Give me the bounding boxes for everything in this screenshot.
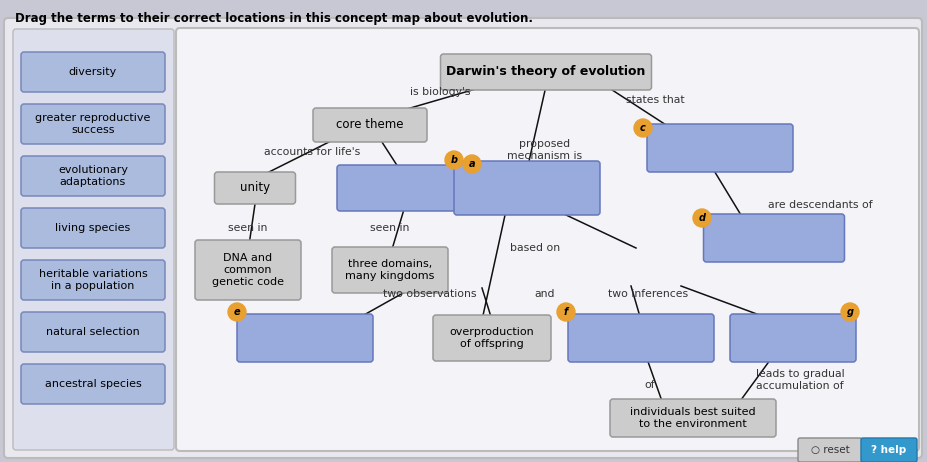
FancyBboxPatch shape: [21, 156, 165, 196]
Text: are descendants of: are descendants of: [768, 200, 872, 210]
Text: d: d: [699, 213, 705, 223]
Text: based on: based on: [510, 243, 560, 253]
Text: states that: states that: [626, 95, 684, 105]
Circle shape: [463, 155, 481, 173]
FancyBboxPatch shape: [21, 52, 165, 92]
FancyBboxPatch shape: [21, 104, 165, 144]
FancyBboxPatch shape: [4, 18, 922, 458]
FancyBboxPatch shape: [195, 240, 301, 300]
Circle shape: [228, 303, 246, 321]
Text: natural selection: natural selection: [46, 327, 140, 337]
Text: b: b: [451, 155, 458, 165]
Text: g: g: [846, 307, 854, 317]
Circle shape: [841, 303, 859, 321]
Circle shape: [557, 303, 575, 321]
FancyBboxPatch shape: [433, 315, 551, 361]
Text: overproduction
of offspring: overproduction of offspring: [450, 327, 534, 349]
Text: f: f: [564, 307, 568, 317]
FancyBboxPatch shape: [332, 247, 448, 293]
Text: living species: living species: [56, 223, 131, 233]
FancyBboxPatch shape: [704, 214, 844, 262]
Text: ancestral species: ancestral species: [44, 379, 142, 389]
FancyBboxPatch shape: [568, 314, 714, 362]
Text: and: and: [535, 289, 555, 299]
Text: individuals best suited
to the environment: individuals best suited to the environme…: [630, 407, 756, 429]
FancyBboxPatch shape: [647, 124, 793, 172]
Text: c: c: [641, 123, 646, 133]
FancyBboxPatch shape: [21, 312, 165, 352]
Text: e: e: [234, 307, 240, 317]
Text: proposed
mechanism is: proposed mechanism is: [507, 139, 582, 161]
FancyBboxPatch shape: [13, 29, 174, 450]
Text: two observations: two observations: [383, 289, 476, 299]
Text: heritable variations
in a population: heritable variations in a population: [39, 269, 147, 291]
FancyBboxPatch shape: [454, 161, 600, 215]
Text: seen in: seen in: [228, 223, 268, 233]
Text: greater reproductive
success: greater reproductive success: [35, 113, 151, 135]
Text: a: a: [469, 159, 476, 169]
Text: diversity: diversity: [69, 67, 117, 77]
Text: Drag the terms to their correct locations in this concept map about evolution.: Drag the terms to their correct location…: [15, 12, 533, 25]
Text: evolutionary
adaptations: evolutionary adaptations: [58, 165, 128, 187]
Text: unity: unity: [240, 182, 270, 195]
Text: of: of: [644, 380, 655, 390]
FancyBboxPatch shape: [21, 260, 165, 300]
Text: two inferences: two inferences: [608, 289, 688, 299]
Text: three domains,
many kingdoms: three domains, many kingdoms: [346, 259, 435, 281]
Text: DNA and
common
genetic code: DNA and common genetic code: [212, 253, 284, 286]
FancyBboxPatch shape: [440, 54, 652, 90]
Circle shape: [634, 119, 652, 137]
Text: ? help: ? help: [871, 445, 907, 455]
Text: accounts for life's: accounts for life's: [264, 147, 360, 157]
Circle shape: [693, 209, 711, 227]
FancyBboxPatch shape: [176, 28, 919, 451]
Text: seen in: seen in: [370, 223, 410, 233]
FancyBboxPatch shape: [798, 438, 862, 462]
FancyBboxPatch shape: [313, 108, 427, 142]
FancyBboxPatch shape: [861, 438, 917, 462]
Text: leads to gradual
accumulation of: leads to gradual accumulation of: [756, 369, 844, 391]
FancyBboxPatch shape: [337, 165, 473, 211]
Circle shape: [445, 151, 463, 169]
FancyBboxPatch shape: [237, 314, 373, 362]
Text: is biology's: is biology's: [410, 87, 470, 97]
FancyBboxPatch shape: [21, 208, 165, 248]
Text: ○ reset: ○ reset: [810, 445, 849, 455]
FancyBboxPatch shape: [610, 399, 776, 437]
FancyBboxPatch shape: [730, 314, 856, 362]
Text: Darwin's theory of evolution: Darwin's theory of evolution: [446, 66, 646, 79]
FancyBboxPatch shape: [214, 172, 296, 204]
Text: core theme: core theme: [337, 118, 404, 132]
FancyBboxPatch shape: [21, 364, 165, 404]
